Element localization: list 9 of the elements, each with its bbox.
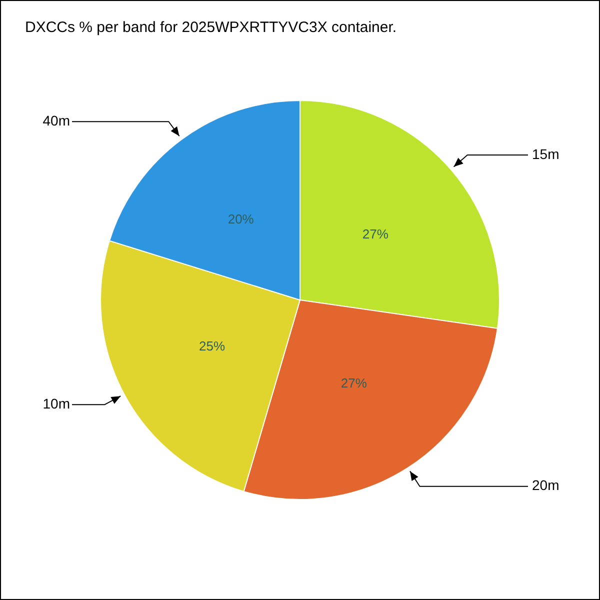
slice-label: 40m [42,112,70,128]
slice-label: 10m [42,395,70,412]
slice-label: 15m [532,146,560,162]
data-label: 25% [199,338,226,354]
data-label: 20% [228,211,254,226]
slice-label: 20m [532,477,560,494]
data-label: 27% [362,226,389,242]
data-label: 27% [340,375,368,390]
chart-title: DXCCs % per band for 2025WPXRTTYVC3X container. [25,19,397,36]
